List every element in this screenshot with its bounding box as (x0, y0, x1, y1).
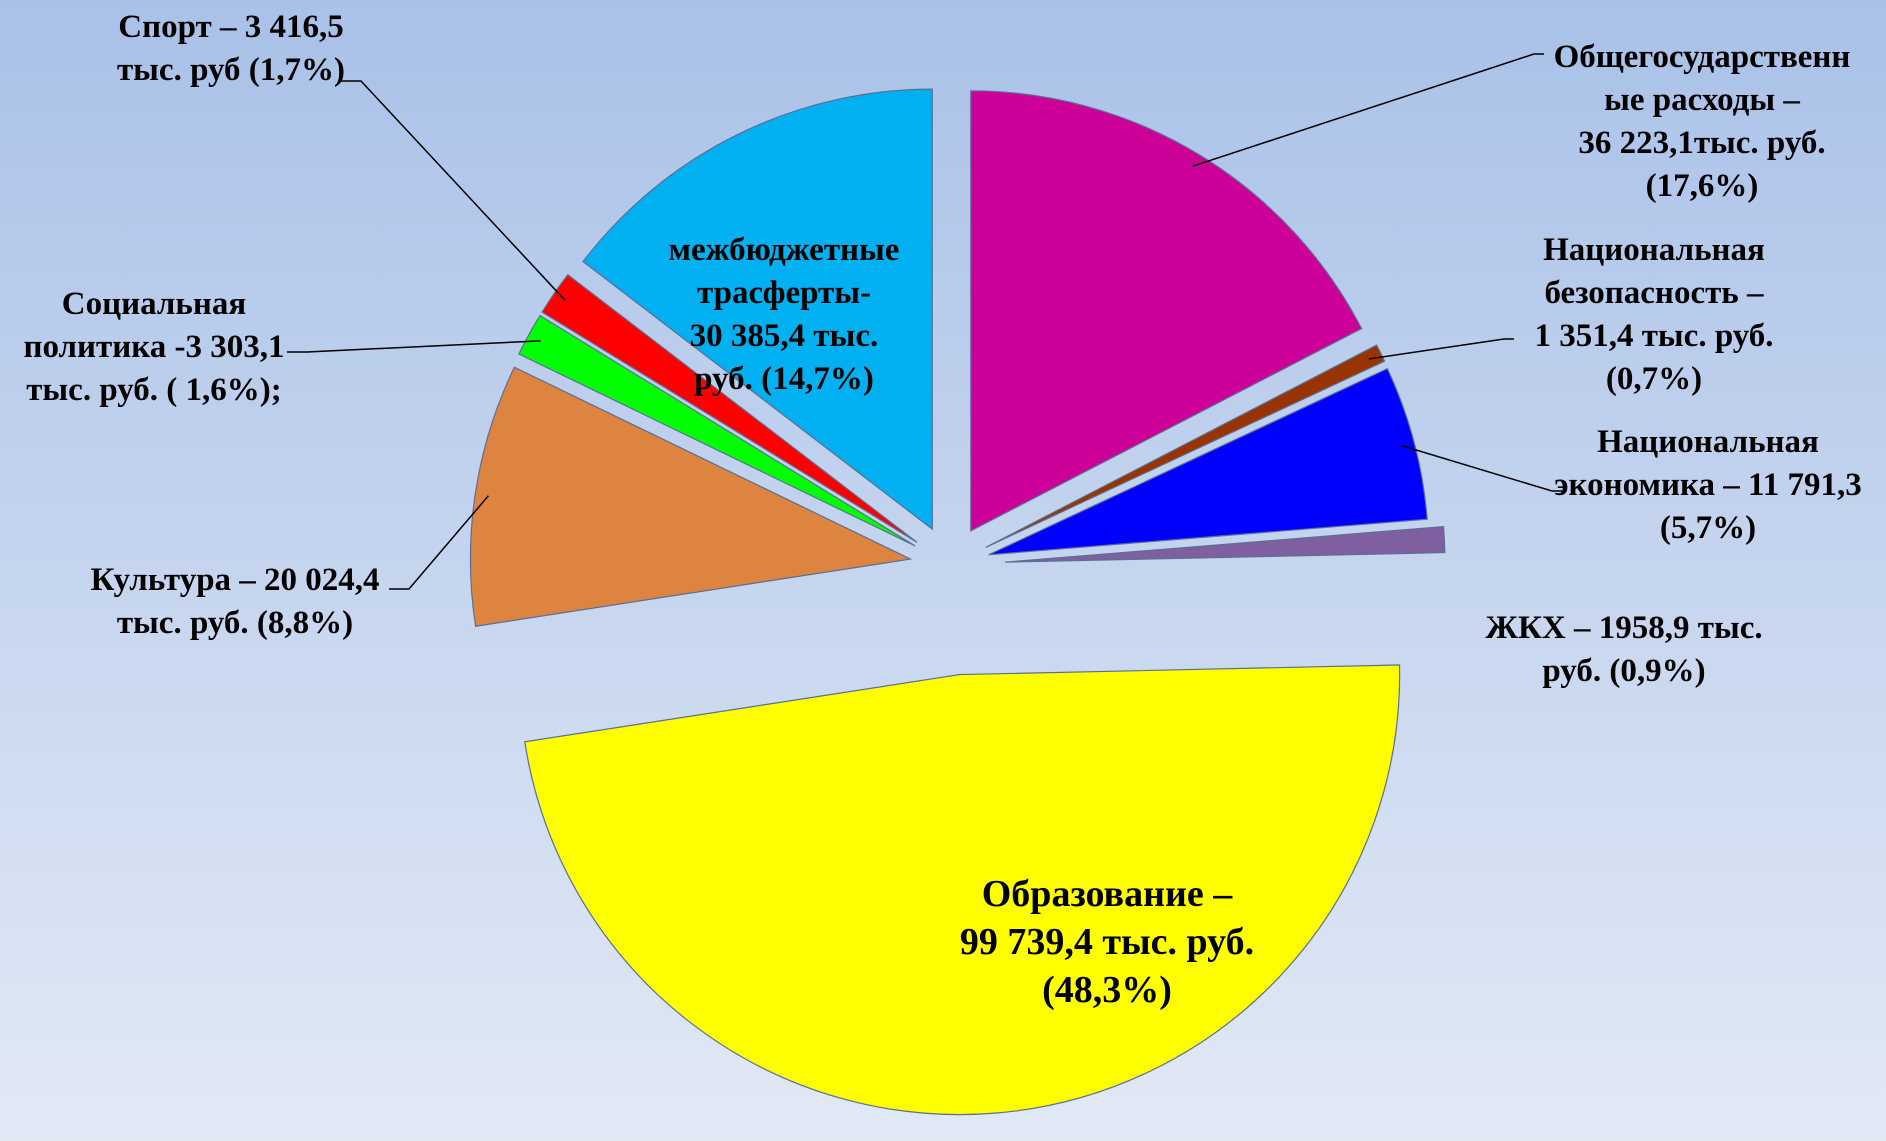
pie-slice (970, 90, 1363, 532)
leader-line (1368, 338, 1514, 360)
slice-label: Социальная политика -3 303,1 тыс. руб. (… (23, 286, 285, 408)
pie-slice (518, 314, 916, 547)
pie-slice (985, 344, 1386, 548)
slice-label: Национальная экономика – 11 791,3 (5,7%) (1554, 424, 1862, 546)
leader-line (1192, 53, 1544, 167)
pie-slice (1004, 525, 1446, 563)
slice-label: ЖКХ – 1958,9 тыс. руб. (0,9%) (1485, 610, 1763, 689)
slice-label: Образование – 99 739,4 тыс. руб. (48,3%) (959, 873, 1255, 1011)
slice-label: Национальная безопасность – 1 351,4 тыс.… (1534, 232, 1774, 397)
leader-line (389, 495, 489, 590)
leader-line (341, 80, 566, 302)
slice-label: Спорт – 3 416,5 тыс. руб (1,7%) (116, 9, 346, 88)
pie-slice (469, 366, 913, 627)
slice-label: Культура – 20 024,4 тыс. руб. (8,8%) (90, 562, 380, 641)
leader-line (287, 340, 541, 353)
pie-slice (582, 88, 933, 531)
pie-slice (541, 273, 918, 543)
pie-slice (988, 367, 1428, 556)
slice-label: Общегосударственн ые расходы – 36 223,1т… (1553, 39, 1851, 204)
leader-line (1401, 444, 1562, 492)
pie-slice (524, 664, 1401, 1116)
slice-label: межбюджетные трасферты- 30 385,4 тыс. ру… (668, 232, 900, 397)
